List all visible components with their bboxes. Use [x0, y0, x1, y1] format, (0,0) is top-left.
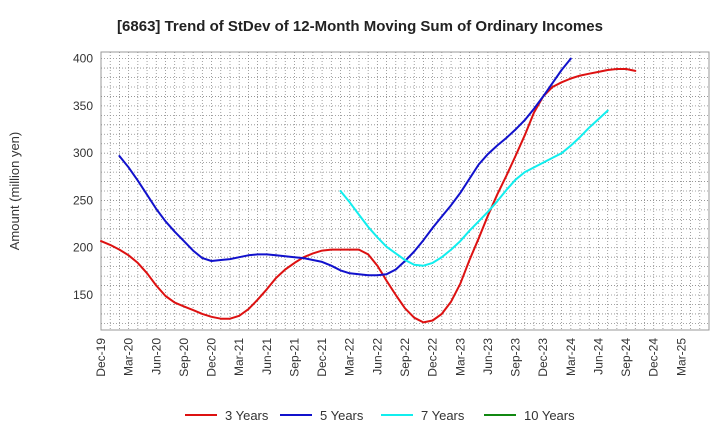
legend-label-0: 3 Years — [225, 408, 269, 423]
x-tick-label: Jun-23 — [481, 338, 495, 375]
legend-label-3: 10 Years — [524, 408, 575, 423]
y-axis-ticks: 150 200 250 300 350 400 — [73, 52, 93, 302]
y-tick-label: 250 — [73, 193, 93, 207]
x-tick-label: Mar-24 — [564, 338, 578, 376]
y-tick-label: 300 — [73, 146, 93, 160]
x-tick-label: Sep-23 — [509, 338, 523, 377]
y-axis-label: Amount (million yen) — [7, 132, 22, 251]
series-line-7-years — [339, 109, 609, 267]
x-tick-label: Mar-23 — [453, 338, 467, 376]
series-line-5-years — [118, 57, 572, 277]
y-tick-label: 350 — [73, 99, 93, 113]
x-tick-label: Sep-22 — [398, 338, 412, 377]
x-tick-label: Sep-24 — [619, 338, 633, 377]
x-tick-label: Dec-22 — [426, 338, 440, 377]
x-tick-label: Mar-22 — [343, 338, 357, 376]
x-tick-label: Jun-24 — [591, 338, 605, 375]
chart-title: [6863] Trend of StDev of 12-Month Moving… — [117, 18, 603, 35]
series-lines — [100, 57, 637, 324]
x-tick-label: Sep-20 — [177, 338, 191, 377]
x-axis-ticks: Dec-19 Mar-20 Jun-20 Sep-20 Dec-20 Mar-21 Jun-… — [94, 338, 688, 377]
legend-label-1: 5 Years — [320, 408, 364, 423]
x-tick-label: Jun-20 — [149, 338, 163, 375]
grid-lines — [101, 52, 709, 330]
legend: 3 Years 5 Years 7 Years 10 Years — [185, 408, 575, 423]
x-tick-label: Mar-25 — [674, 338, 688, 376]
x-tick-label: Dec-24 — [647, 338, 661, 377]
x-tick-label: Dec-21 — [315, 338, 329, 377]
y-tick-label: 400 — [73, 52, 93, 66]
x-tick-label: Jun-21 — [260, 338, 274, 375]
y-tick-label: 200 — [73, 241, 93, 255]
legend-label-2: 7 Years — [421, 408, 465, 423]
x-tick-label: Dec-20 — [205, 338, 219, 377]
y-tick-label: 150 — [73, 288, 93, 302]
x-tick-label: Dec-23 — [536, 338, 550, 377]
x-tick-label: Mar-20 — [122, 338, 136, 376]
x-tick-label: Sep-21 — [287, 338, 301, 377]
x-tick-label: Mar-21 — [232, 338, 246, 376]
x-tick-label: Dec-19 — [94, 338, 108, 377]
x-tick-label: Jun-22 — [370, 338, 384, 375]
